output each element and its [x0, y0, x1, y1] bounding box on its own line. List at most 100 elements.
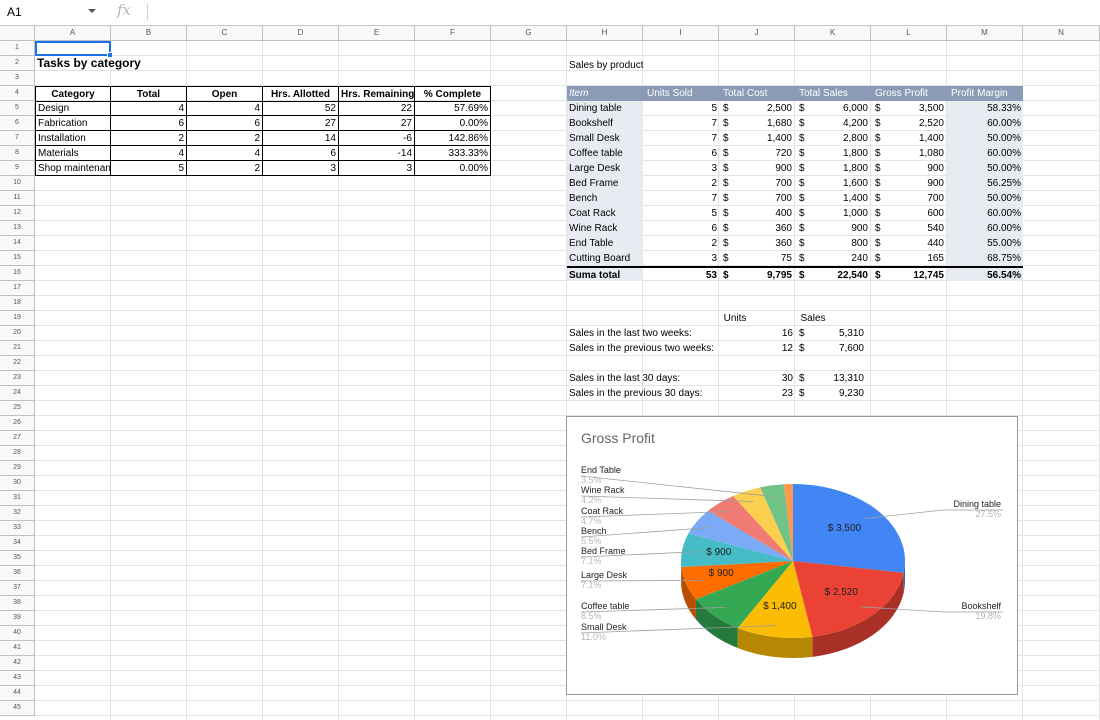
row-header-10[interactable]: 10	[0, 176, 35, 191]
pie-slice-wine-rack[interactable]	[733, 487, 793, 561]
currency-cell[interactable]: $700	[871, 191, 947, 206]
currency-cell[interactable]: $720	[719, 146, 795, 161]
gross-profit-chart[interactable]: Gross Profit Dining table 27.5% $ 3,500 Boo…	[566, 416, 1018, 695]
tasks-value-cell[interactable]: 0.00%	[415, 161, 491, 176]
row-header-8[interactable]: 8	[0, 146, 35, 161]
tasks-value-cell[interactable]: 52	[263, 101, 339, 116]
sales-item-cell[interactable]: Small Desk	[567, 131, 643, 146]
tasks-category-cell[interactable]: Fabrication	[35, 116, 111, 131]
pie-slice-bench[interactable]	[688, 510, 793, 561]
row-header-16[interactable]: 16	[0, 266, 35, 281]
tasks-value-cell[interactable]: 0.00%	[415, 116, 491, 131]
tasks-value-cell[interactable]: 57.69%	[415, 101, 491, 116]
sales-margin-cell[interactable]: 50.00%	[947, 131, 1023, 146]
currency-cell[interactable]: $540	[871, 221, 947, 236]
sales-item-cell[interactable]: Cutting Board	[567, 251, 643, 266]
tasks-value-cell[interactable]: 27	[339, 116, 415, 131]
currency-cell[interactable]: $360	[719, 236, 795, 251]
currency-cell[interactable]: $2,800	[795, 131, 871, 146]
row-header-33[interactable]: 33	[0, 521, 35, 536]
sales-item-cell[interactable]: Coat Rack	[567, 206, 643, 221]
sales-margin-cell[interactable]: 50.00%	[947, 191, 1023, 206]
row-header-13[interactable]: 13	[0, 221, 35, 236]
row-header-21[interactable]: 21	[0, 341, 35, 356]
tasks-value-cell[interactable]: 2	[111, 131, 187, 146]
tasks-value-cell[interactable]: 22	[339, 101, 415, 116]
row-header-38[interactable]: 38	[0, 596, 35, 611]
sales-item-cell[interactable]: Large Desk	[567, 161, 643, 176]
row-header-11[interactable]: 11	[0, 191, 35, 206]
row-header-4[interactable]: 4	[0, 86, 35, 101]
currency-cell[interactable]: $12,745	[871, 266, 947, 281]
summary-units[interactable]: 30	[781, 373, 793, 384]
summary-sales[interactable]: $13,310	[795, 371, 871, 386]
currency-cell[interactable]: $1,400	[871, 131, 947, 146]
column-header-c[interactable]: C	[187, 26, 263, 41]
sales-units-cell[interactable]: 2	[711, 178, 717, 189]
currency-cell[interactable]: $400	[719, 206, 795, 221]
tasks-category-cell[interactable]: Shop maintenan	[35, 161, 111, 176]
currency-cell[interactable]: $240	[795, 251, 871, 266]
pie-slice-dining-table[interactable]	[793, 484, 905, 573]
sales-units-cell[interactable]: 6	[711, 223, 717, 234]
row-header-2[interactable]: 2	[0, 56, 35, 71]
sales-margin-cell[interactable]: 58.33%	[947, 101, 1023, 116]
currency-cell[interactable]: $600	[871, 206, 947, 221]
row-header-43[interactable]: 43	[0, 671, 35, 686]
row-header-32[interactable]: 32	[0, 506, 35, 521]
sales-units-cell[interactable]: 7	[711, 118, 717, 129]
row-header-42[interactable]: 42	[0, 656, 35, 671]
row-header-20[interactable]: 20	[0, 326, 35, 341]
selected-cell-a1[interactable]	[35, 41, 111, 56]
sales-item-cell[interactable]: Bookshelf	[567, 116, 643, 131]
row-header-36[interactable]: 36	[0, 566, 35, 581]
currency-cell[interactable]: $700	[719, 191, 795, 206]
currency-cell[interactable]: $3,500	[871, 101, 947, 116]
column-header-b[interactable]: B	[111, 26, 187, 41]
currency-cell[interactable]: $4,200	[795, 116, 871, 131]
row-header-23[interactable]: 23	[0, 371, 35, 386]
tasks-value-cell[interactable]: 4	[187, 146, 263, 161]
summary-sales[interactable]: $5,310	[795, 326, 871, 341]
currency-cell[interactable]: $360	[719, 221, 795, 236]
row-header-24[interactable]: 24	[0, 386, 35, 401]
row-header-17[interactable]: 17	[0, 281, 35, 296]
tasks-value-cell[interactable]: 4	[111, 146, 187, 161]
tasks-value-cell[interactable]: 4	[111, 101, 187, 116]
row-header-30[interactable]: 30	[0, 476, 35, 491]
tasks-value-cell[interactable]: 2	[187, 161, 263, 176]
tasks-value-cell[interactable]: 27	[263, 116, 339, 131]
column-header-l[interactable]: L	[871, 26, 947, 41]
tasks-value-cell[interactable]: 3	[339, 161, 415, 176]
currency-cell[interactable]: $2,520	[871, 116, 947, 131]
tasks-value-cell[interactable]: -14	[339, 146, 415, 161]
currency-cell[interactable]: $1,400	[719, 131, 795, 146]
tasks-value-cell[interactable]: 333.33%	[415, 146, 491, 161]
tasks-value-cell[interactable]: 3	[263, 161, 339, 176]
sales-units-cell[interactable]: 53	[643, 266, 719, 281]
column-header-e[interactable]: E	[339, 26, 415, 41]
pie-slice-small-desk[interactable]	[737, 561, 813, 638]
sales-item-cell[interactable]: Bed Frame	[567, 176, 643, 191]
column-header-f[interactable]: F	[415, 26, 491, 41]
sales-item-cell[interactable]: Bench	[567, 191, 643, 206]
currency-cell[interactable]: $1,080	[871, 146, 947, 161]
currency-cell[interactable]: $9,795	[719, 266, 795, 281]
row-header-1[interactable]: 1	[0, 41, 35, 56]
tasks-value-cell[interactable]: 6	[187, 116, 263, 131]
column-header-h[interactable]: H	[567, 26, 643, 41]
row-header-44[interactable]: 44	[0, 686, 35, 701]
pie-slice-coffee-table[interactable]	[695, 561, 793, 628]
summary-sales[interactable]: $9,230	[795, 386, 871, 401]
summary-sales[interactable]: $7,600	[795, 341, 871, 356]
tasks-value-cell[interactable]: 2	[187, 131, 263, 146]
sales-item-cell[interactable]: Dining table	[567, 101, 643, 116]
row-header-6[interactable]: 6	[0, 116, 35, 131]
row-header-34[interactable]: 34	[0, 536, 35, 551]
row-header-19[interactable]: 19	[0, 311, 35, 326]
row-header-31[interactable]: 31	[0, 491, 35, 506]
column-header-j[interactable]: J	[719, 26, 795, 41]
row-header-29[interactable]: 29	[0, 461, 35, 476]
summary-units[interactable]: 16	[781, 328, 793, 339]
column-header-g[interactable]: G	[491, 26, 567, 41]
